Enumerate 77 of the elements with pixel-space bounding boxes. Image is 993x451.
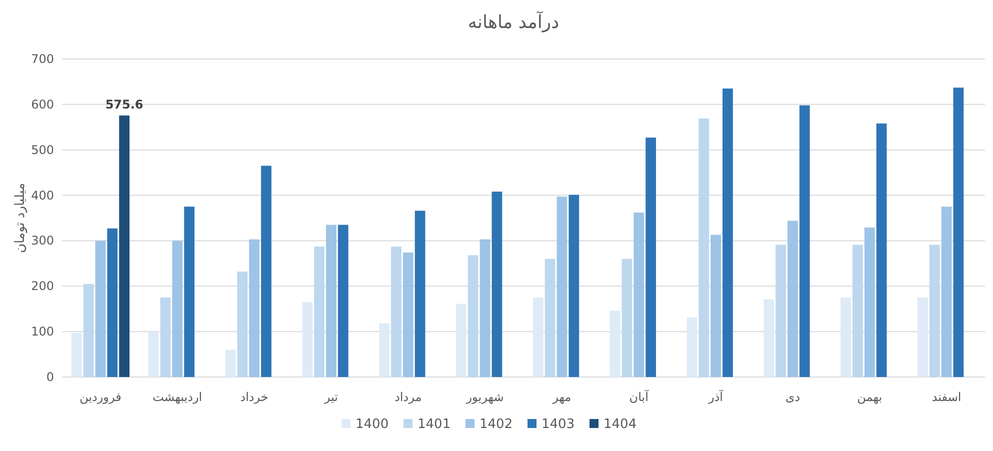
x-tick-label: اردیبهشت — [152, 390, 202, 404]
y-axis-title: میلیارد تومان — [13, 182, 28, 254]
y-tick-label: 500 — [31, 142, 54, 157]
bar — [610, 310, 620, 377]
bar — [532, 298, 544, 377]
y-tick-label: 200 — [31, 279, 54, 294]
y-tick-label: 300 — [31, 234, 54, 248]
bar — [302, 302, 313, 377]
y-tick-label: 600 — [31, 97, 54, 112]
bar — [953, 88, 964, 377]
bar — [941, 206, 952, 377]
bar — [799, 105, 810, 377]
bar — [710, 234, 721, 377]
bar — [172, 240, 183, 377]
bar — [249, 239, 260, 377]
bar — [480, 239, 490, 377]
bar — [776, 244, 786, 377]
legend-label: 1404 — [604, 417, 637, 432]
x-tick-label: اسفند — [932, 390, 962, 404]
bar — [544, 258, 556, 377]
x-tick-label: مهر — [552, 390, 572, 404]
x-tick-label: آذر — [708, 389, 724, 404]
bar — [326, 224, 336, 377]
bar — [107, 228, 118, 377]
bar — [568, 194, 580, 377]
bar — [379, 323, 390, 377]
y-tick-label: 0 — [46, 370, 54, 384]
bar — [918, 298, 928, 377]
bar — [788, 220, 798, 377]
bar — [622, 258, 632, 377]
data-label: 575.6 — [105, 98, 144, 112]
y-tick-label: 100 — [31, 324, 54, 339]
bar — [414, 210, 426, 377]
bar — [402, 252, 414, 377]
legend-label: 1403 — [542, 417, 575, 432]
bar — [698, 118, 710, 377]
bar — [840, 298, 851, 377]
x-tick-label: شهریور — [465, 390, 504, 404]
bar — [764, 299, 774, 377]
bar — [686, 317, 698, 377]
chart-title: درآمد ماهانه — [468, 11, 560, 33]
bar — [852, 244, 863, 377]
legend-label: 1400 — [356, 417, 389, 432]
y-tick-label: 700 — [31, 52, 54, 66]
bar — [119, 116, 130, 377]
bar — [83, 284, 94, 377]
bar — [556, 196, 568, 377]
bar — [722, 88, 733, 377]
x-tick-label: آبان — [629, 389, 650, 404]
x-tick-label: فروردین — [80, 390, 122, 404]
y-tick-label: 400 — [31, 188, 54, 202]
bar — [160, 298, 171, 377]
x-tick-label: مرداد — [394, 390, 422, 404]
bar — [314, 246, 324, 377]
bar — [646, 138, 656, 377]
bar — [391, 246, 402, 377]
bar — [237, 272, 248, 377]
bar — [95, 240, 106, 377]
x-tick-label: دی — [785, 390, 800, 404]
bar — [261, 166, 272, 377]
x-tick-label: خرداد — [240, 390, 268, 404]
bar — [71, 332, 82, 377]
bar — [225, 350, 236, 377]
bar — [634, 212, 644, 377]
bar — [492, 192, 502, 377]
x-tick-label: بهمن — [857, 390, 882, 404]
bar — [468, 255, 478, 377]
x-tick-label: تیر — [323, 390, 338, 404]
bar — [876, 124, 887, 377]
legend-label: 1401 — [418, 417, 451, 432]
bar — [929, 244, 940, 377]
bar — [184, 206, 194, 377]
bar — [864, 228, 875, 377]
legend-label: 1402 — [480, 417, 513, 432]
bar — [456, 304, 466, 377]
bar — [148, 332, 159, 377]
bar — [338, 224, 348, 377]
